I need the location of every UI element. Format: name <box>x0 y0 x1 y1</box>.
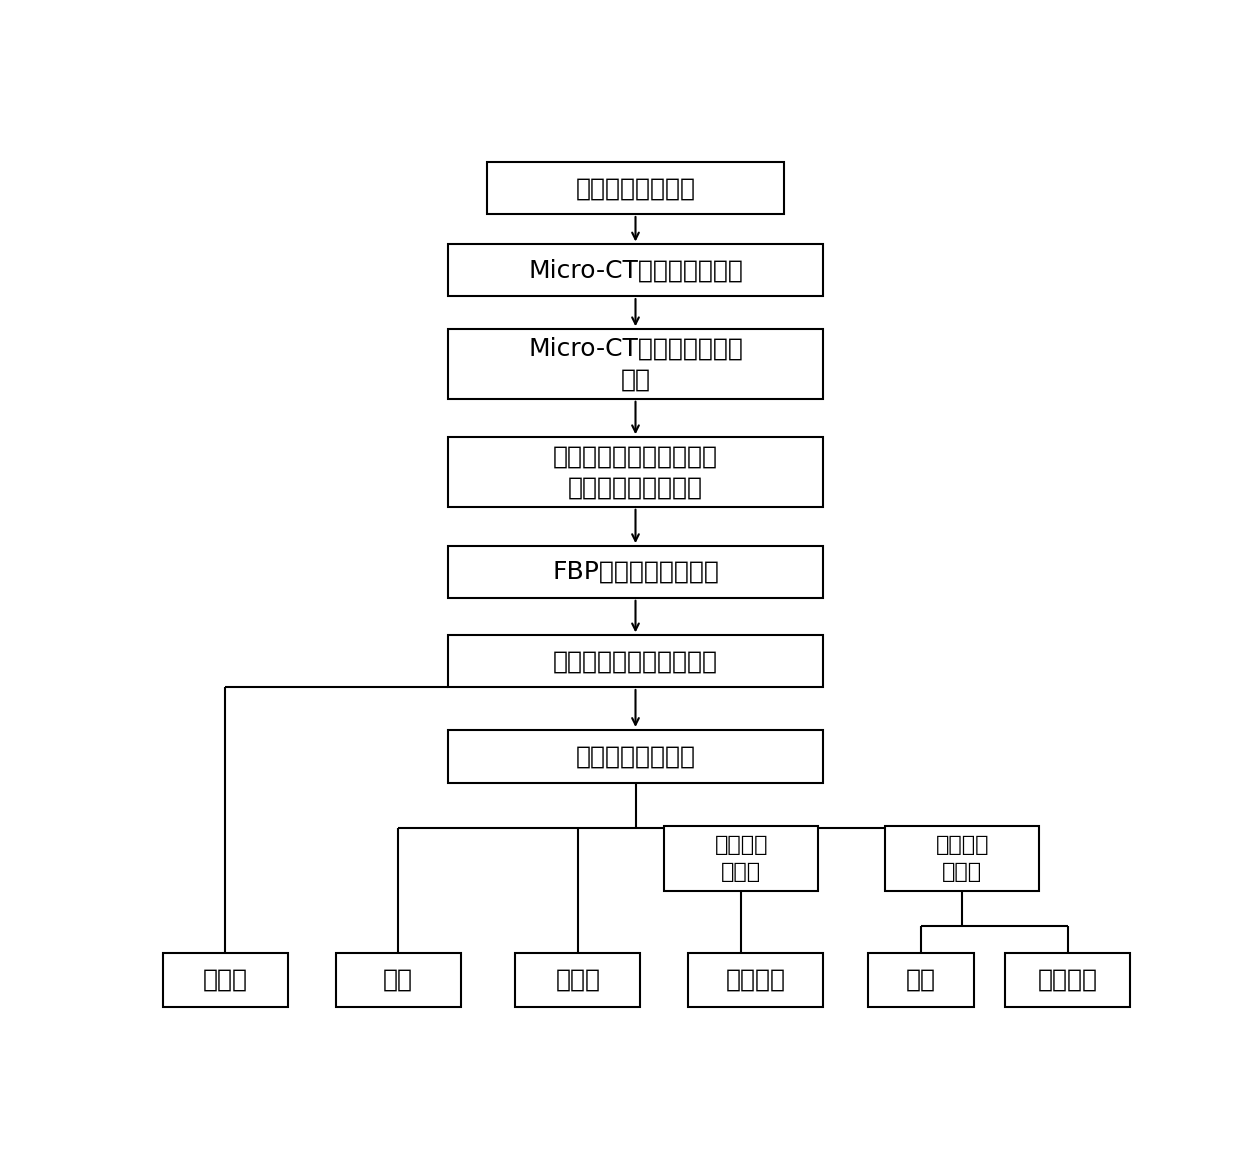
FancyBboxPatch shape <box>688 953 823 1006</box>
FancyBboxPatch shape <box>486 162 785 214</box>
Text: 分贘角度: 分贘角度 <box>725 968 786 992</box>
FancyBboxPatch shape <box>336 953 460 1006</box>
Text: 茎粗: 茎粗 <box>383 968 413 992</box>
FancyBboxPatch shape <box>448 730 823 783</box>
Text: Micro-CT系统标定和校准: Micro-CT系统标定和校准 <box>528 258 743 283</box>
Text: 去除叶鞘识别茎秵: 去除叶鞘识别茎秵 <box>575 744 696 768</box>
FancyBboxPatch shape <box>885 826 1039 890</box>
Text: 茎秵中心
点识别: 茎秵中心 点识别 <box>714 836 768 882</box>
Text: Micro-CT系统采集面阵列
图像: Micro-CT系统采集面阵列 图像 <box>528 336 743 392</box>
Text: FBP算法重建断层图像: FBP算法重建断层图像 <box>552 560 719 584</box>
FancyBboxPatch shape <box>162 953 288 1006</box>
Text: 区分髓腔
与茎壁: 区分髓腔 与茎壁 <box>935 836 990 882</box>
Text: 髓腔面积: 髓腔面积 <box>1038 968 1097 992</box>
FancyBboxPatch shape <box>448 245 823 297</box>
FancyBboxPatch shape <box>1006 953 1131 1006</box>
FancyBboxPatch shape <box>448 635 823 687</box>
Text: 机械手搬至检测区: 机械手搬至检测区 <box>575 176 696 201</box>
FancyBboxPatch shape <box>516 953 640 1006</box>
Text: 壁厉: 壁厉 <box>906 968 936 992</box>
FancyBboxPatch shape <box>448 329 823 399</box>
Text: 分贘数: 分贘数 <box>202 968 248 992</box>
FancyBboxPatch shape <box>665 826 818 890</box>
FancyBboxPatch shape <box>868 953 973 1006</box>
FancyBboxPatch shape <box>448 437 823 506</box>
Text: 选取同一高度下全角度线
阵列图像组成正弦图: 选取同一高度下全角度线 阵列图像组成正弦图 <box>553 444 718 500</box>
Text: 去除杂散叶片并识别分贘: 去除杂散叶片并识别分贘 <box>553 649 718 673</box>
Text: 总面积: 总面积 <box>556 968 600 992</box>
FancyBboxPatch shape <box>448 546 823 598</box>
